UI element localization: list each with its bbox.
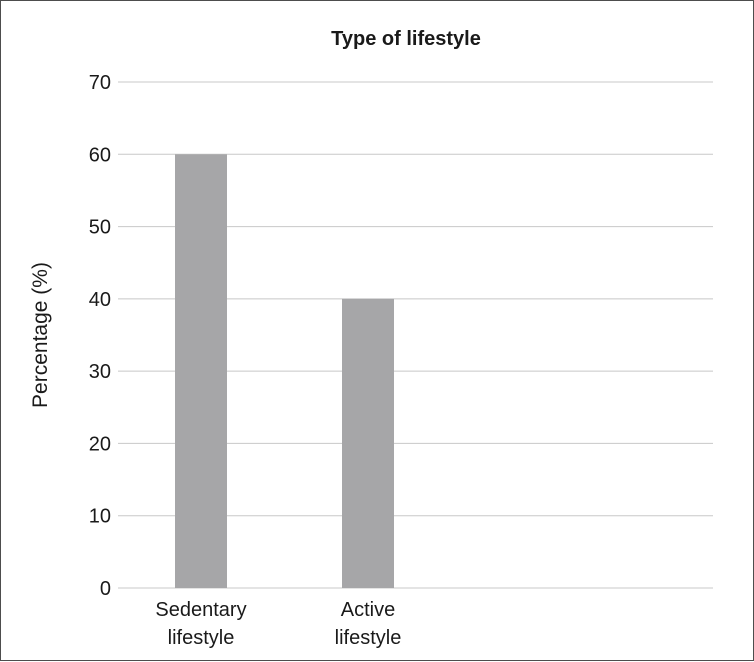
y-tick-label: 20 (89, 433, 111, 455)
bar (175, 154, 227, 589)
bar (342, 298, 394, 588)
y-axis-title: Percentage (%) (29, 262, 52, 408)
y-tick-label: 10 (89, 506, 111, 528)
y-tick-label: 50 (89, 217, 111, 239)
x-category-label: Sedentary lifestyle (155, 599, 246, 649)
y-tick-label: 40 (89, 289, 111, 311)
y-tick-label: 60 (89, 144, 111, 166)
x-axis-labels: Sedentary lifestyle Active lifestyle (155, 599, 401, 649)
chart-title: Type of lifestyle (331, 28, 481, 50)
y-tick-label: 0 (100, 578, 111, 600)
y-tick-label: 30 (89, 361, 111, 383)
y-axis-ticks: 0 10 20 30 40 50 60 70 (89, 72, 111, 600)
y-tick-label: 70 (89, 72, 111, 94)
x-category-label: Active lifestyle (335, 599, 402, 649)
bars (175, 154, 394, 589)
